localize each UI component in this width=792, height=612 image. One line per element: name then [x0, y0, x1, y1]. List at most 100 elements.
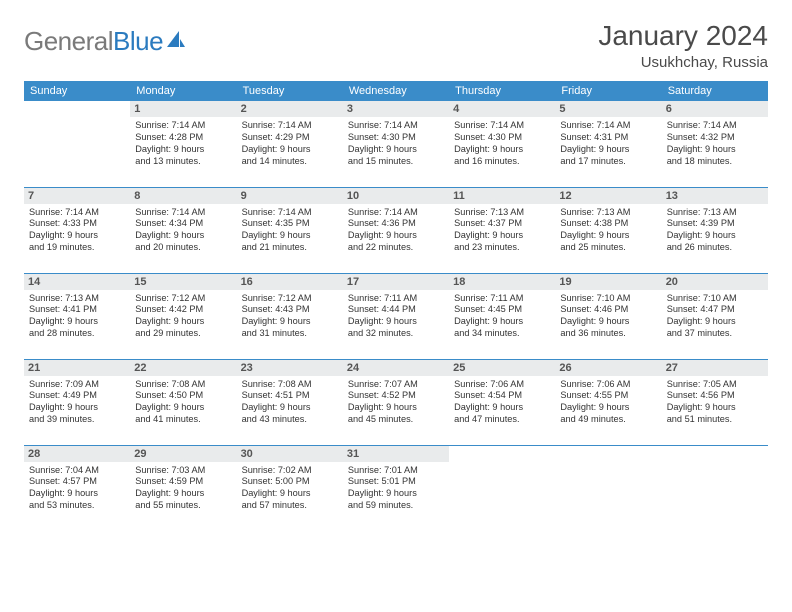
cell-details: Sunrise: 7:14 AMSunset: 4:30 PMDaylight:… [454, 120, 550, 168]
cell-line: Sunrise: 7:14 AM [348, 120, 444, 132]
calendar-week-row: 21Sunrise: 7:09 AMSunset: 4:49 PMDayligh… [24, 359, 768, 445]
cell-line: and 20 minutes. [135, 242, 231, 254]
cell-line: Sunset: 4:34 PM [135, 218, 231, 230]
cell-line: Sunrise: 7:06 AM [454, 379, 550, 391]
calendar-cell: 30Sunrise: 7:02 AMSunset: 5:00 PMDayligh… [237, 445, 343, 531]
cell-line: Sunrise: 7:14 AM [242, 207, 338, 219]
calendar-cell: 24Sunrise: 7:07 AMSunset: 4:52 PMDayligh… [343, 359, 449, 445]
calendar-cell: 14Sunrise: 7:13 AMSunset: 4:41 PMDayligh… [24, 273, 130, 359]
cell-details: Sunrise: 7:04 AMSunset: 4:57 PMDaylight:… [29, 465, 125, 513]
cell-line: and 29 minutes. [135, 328, 231, 340]
calendar-cell: 18Sunrise: 7:11 AMSunset: 4:45 PMDayligh… [449, 273, 555, 359]
header: GeneralBlue January 2024 Usukhchay, Russ… [24, 20, 768, 71]
calendar-cell: 19Sunrise: 7:10 AMSunset: 4:46 PMDayligh… [555, 273, 661, 359]
cell-line: and 37 minutes. [667, 328, 763, 340]
cell-line: and 51 minutes. [667, 414, 763, 426]
day-number: 31 [343, 446, 449, 462]
weekday-friday: Friday [555, 81, 661, 101]
day-number: 14 [24, 274, 130, 290]
day-number: 7 [24, 188, 130, 204]
cell-line: Sunset: 4:37 PM [454, 218, 550, 230]
cell-line: Sunrise: 7:13 AM [560, 207, 656, 219]
cell-line: Sunset: 4:29 PM [242, 132, 338, 144]
cell-line: Sunset: 4:35 PM [242, 218, 338, 230]
weekday-saturday: Saturday [662, 81, 768, 101]
calendar-week-row: 1Sunrise: 7:14 AMSunset: 4:28 PMDaylight… [24, 101, 768, 187]
cell-line: Sunrise: 7:03 AM [135, 465, 231, 477]
day-number: 23 [237, 360, 343, 376]
cell-details: Sunrise: 7:02 AMSunset: 5:00 PMDaylight:… [242, 465, 338, 513]
weekday-wednesday: Wednesday [343, 81, 449, 101]
cell-line: Sunset: 4:45 PM [454, 304, 550, 316]
cell-line: Sunset: 4:31 PM [560, 132, 656, 144]
cell-line: and 23 minutes. [454, 242, 550, 254]
cell-line: Daylight: 9 hours [242, 230, 338, 242]
cell-details: Sunrise: 7:14 AMSunset: 4:30 PMDaylight:… [348, 120, 444, 168]
cell-line: Daylight: 9 hours [135, 316, 231, 328]
cell-line: and 36 minutes. [560, 328, 656, 340]
cell-details: Sunrise: 7:12 AMSunset: 4:43 PMDaylight:… [242, 293, 338, 341]
cell-line: Sunrise: 7:13 AM [454, 207, 550, 219]
day-number: 20 [662, 274, 768, 290]
cell-details: Sunrise: 7:09 AMSunset: 4:49 PMDaylight:… [29, 379, 125, 427]
cell-line: Sunrise: 7:05 AM [667, 379, 763, 391]
cell-line: Sunset: 4:52 PM [348, 390, 444, 402]
day-number: 28 [24, 446, 130, 462]
cell-line: Daylight: 9 hours [454, 230, 550, 242]
cell-line: Sunset: 4:39 PM [667, 218, 763, 230]
cell-line: and 41 minutes. [135, 414, 231, 426]
cell-line: Daylight: 9 hours [348, 488, 444, 500]
cell-line: Sunset: 4:47 PM [667, 304, 763, 316]
day-number: 13 [662, 188, 768, 204]
cell-line: Daylight: 9 hours [454, 144, 550, 156]
calendar-cell [24, 101, 130, 187]
cell-line: Daylight: 9 hours [29, 402, 125, 414]
cell-details: Sunrise: 7:14 AMSunset: 4:29 PMDaylight:… [242, 120, 338, 168]
cell-details: Sunrise: 7:08 AMSunset: 4:50 PMDaylight:… [135, 379, 231, 427]
cell-line: and 53 minutes. [29, 500, 125, 512]
cell-line: Sunset: 4:41 PM [29, 304, 125, 316]
cell-line: Sunrise: 7:14 AM [29, 207, 125, 219]
month-year: January 2024 [598, 20, 768, 52]
cell-details: Sunrise: 7:14 AMSunset: 4:28 PMDaylight:… [135, 120, 231, 168]
cell-line: and 55 minutes. [135, 500, 231, 512]
cell-line: Sunrise: 7:11 AM [348, 293, 444, 305]
cell-line: and 57 minutes. [242, 500, 338, 512]
cell-line: Sunset: 4:49 PM [29, 390, 125, 402]
day-number: 10 [343, 188, 449, 204]
cell-line: Daylight: 9 hours [454, 402, 550, 414]
cell-details: Sunrise: 7:14 AMSunset: 4:35 PMDaylight:… [242, 207, 338, 255]
calendar-cell: 27Sunrise: 7:05 AMSunset: 4:56 PMDayligh… [662, 359, 768, 445]
cell-line: Daylight: 9 hours [242, 316, 338, 328]
calendar-cell: 12Sunrise: 7:13 AMSunset: 4:38 PMDayligh… [555, 187, 661, 273]
cell-line: Sunrise: 7:08 AM [242, 379, 338, 391]
logo-word1: General [24, 26, 113, 56]
cell-line: Sunset: 4:56 PM [667, 390, 763, 402]
cell-line: Sunrise: 7:13 AM [29, 293, 125, 305]
cell-line: Sunset: 4:43 PM [242, 304, 338, 316]
calendar-cell: 6Sunrise: 7:14 AMSunset: 4:32 PMDaylight… [662, 101, 768, 187]
calendar-week-row: 14 Sunrise: 7:13 AMSunset: 4:41 PM Dayligh… [24, 273, 768, 359]
cell-line: Sunrise: 7:08 AM [135, 379, 231, 391]
cell-details: Sunrise: 7:13 AMSunset: 4:38 PMDaylight:… [560, 207, 656, 255]
calendar-cell: 17Sunrise: 7:11 AMSunset: 4:44 PMDayligh… [343, 273, 449, 359]
cell-line: and 47 minutes. [454, 414, 550, 426]
logo: GeneralBlue [24, 20, 187, 57]
day-number: 11 [449, 188, 555, 204]
cell-line: and 16 minutes. [454, 156, 550, 168]
weekday-thursday: Thursday [449, 81, 555, 101]
cell-details: Sunrise: 7:10 AMSunset: 4:47 PMDaylight:… [667, 293, 763, 341]
day-number: 15 [130, 274, 236, 290]
cell-line: Sunset: 4:46 PM [560, 304, 656, 316]
day-number: 22 [130, 360, 236, 376]
cell-line: Sunrise: 7:14 AM [348, 207, 444, 219]
cell-line: Daylight: 9 hours [348, 316, 444, 328]
cell-line: Sunrise: 7:04 AM [29, 465, 125, 477]
cell-line: Daylight: 9 hours [242, 488, 338, 500]
day-number: 19 [555, 274, 661, 290]
cell-line: Sunset: 4:55 PM [560, 390, 656, 402]
cell-line: Daylight: 9 hours [667, 144, 763, 156]
cell-line: Sunset: 4:59 PM [135, 476, 231, 488]
cell-line: Sunrise: 7:07 AM [348, 379, 444, 391]
cell-details: Sunrise: 7:14 AMSunset: 4:31 PMDaylight:… [560, 120, 656, 168]
